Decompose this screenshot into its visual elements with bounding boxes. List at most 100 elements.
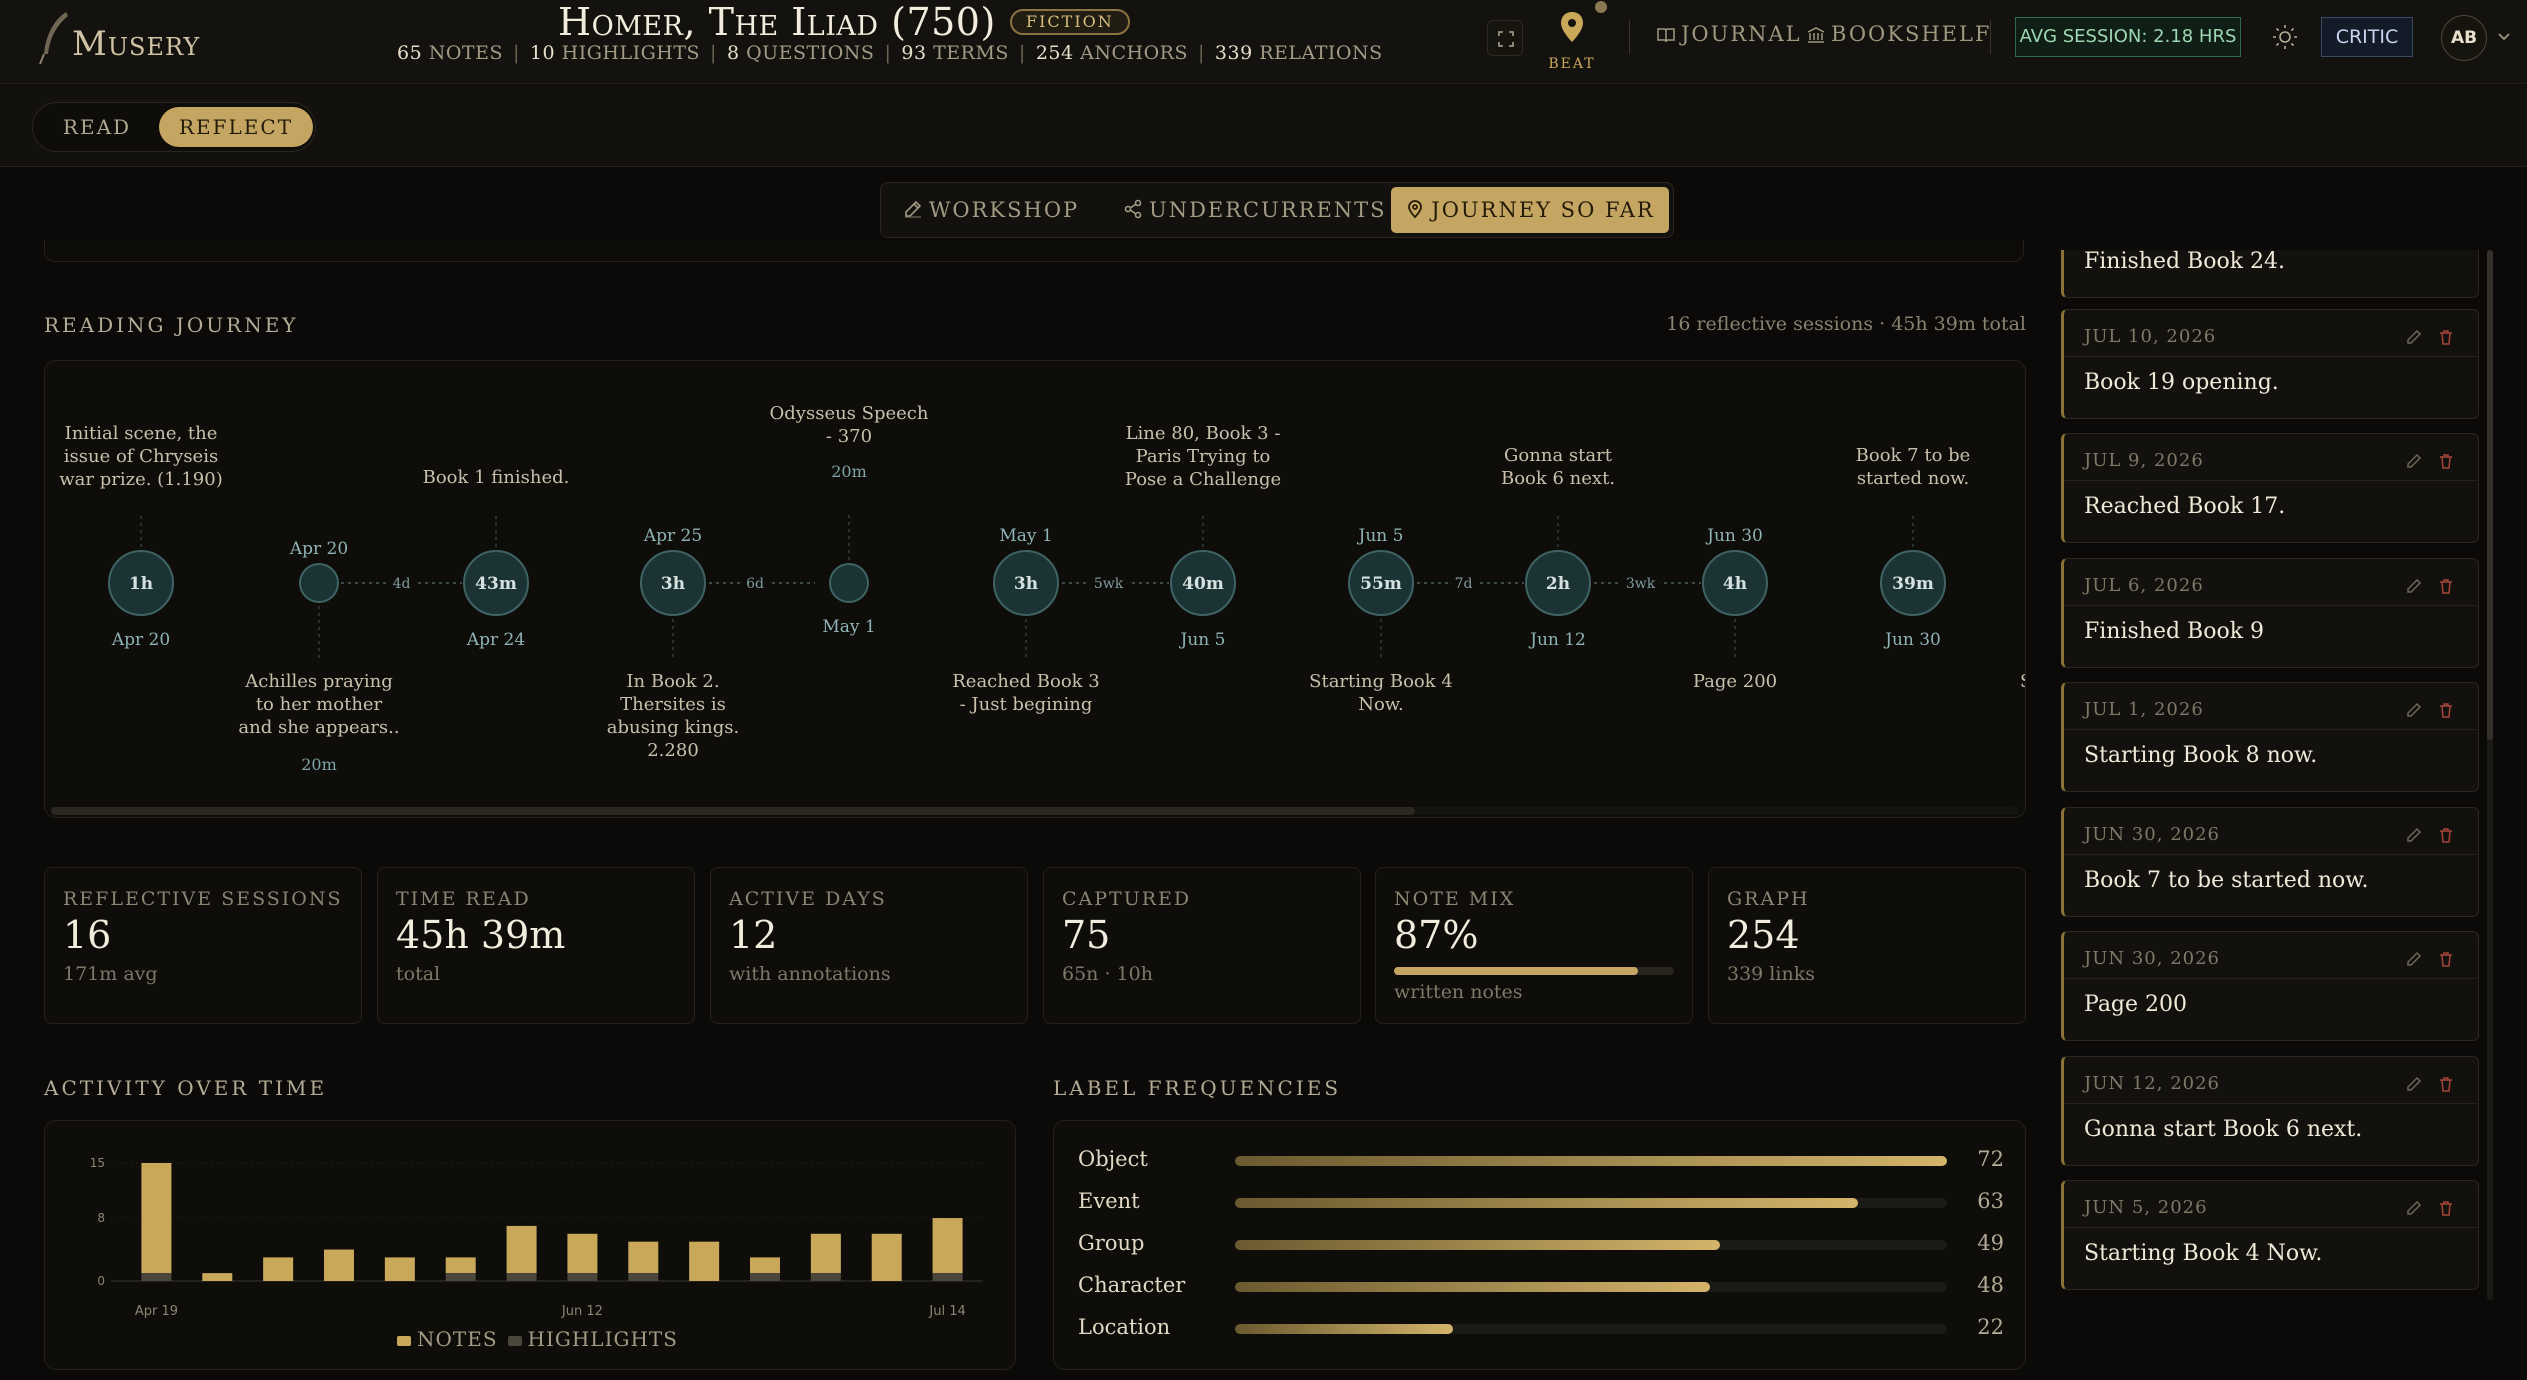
bar-highlights[interactable] (445, 1273, 476, 1281)
mode-read-button[interactable]: READ (62, 115, 132, 139)
session-circle[interactable] (299, 563, 339, 603)
bar-notes[interactable] (750, 1257, 780, 1274)
tab-undercurrents[interactable]: UNDERCURRENTS (1123, 187, 1385, 233)
trash-icon[interactable] (2437, 577, 2455, 599)
trash-icon[interactable] (2437, 328, 2455, 350)
journal-entry[interactable]: JUL 10, 2026 Book 19 opening. (2061, 308, 2479, 419)
theme-toggle-button[interactable] (2270, 22, 2300, 52)
avatar[interactable]: AB (2441, 15, 2487, 61)
edit-icon[interactable] (2405, 1075, 2423, 1097)
trash-icon[interactable] (2437, 1199, 2455, 1221)
journal-entry[interactable]: JUN 5, 2026 Starting Book 4 Now. (2061, 1180, 2479, 1290)
legend-swatch-notes (397, 1336, 411, 1346)
mode-reflect-button[interactable]: REFLECT (159, 107, 313, 147)
critic-button[interactable]: CRITIC (2321, 17, 2413, 57)
fullscreen-button[interactable] (1487, 20, 1523, 56)
bar-notes[interactable] (932, 1218, 963, 1274)
label-frequency-row[interactable]: Object 72 (1078, 1145, 2008, 1175)
bar-notes[interactable] (871, 1233, 902, 1281)
trash-icon[interactable] (2437, 826, 2455, 848)
panel-scrollbar[interactable] (2487, 250, 2493, 1300)
journal-link[interactable]: JOURNAL (1657, 22, 1802, 46)
session-node[interactable]: 40m Jun 5 Line 80, Book 3 -Paris Trying to… (1125, 423, 1281, 650)
stat-notes[interactable]: 65 NOTES (397, 42, 503, 64)
bar-notes[interactable] (202, 1273, 233, 1281)
session-circle[interactable] (993, 550, 1059, 616)
panel-scroll-thumb[interactable] (2487, 250, 2493, 740)
tab-journey-so-far[interactable]: JOURNEY SO FAR (1391, 187, 1669, 233)
bar-notes[interactable] (141, 1163, 172, 1274)
stat-questions[interactable]: 8 QUESTIONS (726, 42, 875, 64)
bar-highlights[interactable] (628, 1273, 659, 1281)
journal-entry[interactable]: JUL 9, 2026 Reached Book 17. (2061, 433, 2479, 543)
trash-icon[interactable] (2437, 950, 2455, 972)
journal-entry[interactable]: JUL 6, 2026 Finished Book 9 (2061, 557, 2479, 668)
edit-icon[interactable] (2405, 950, 2423, 972)
bar-notes[interactable] (384, 1257, 415, 1281)
edit-icon[interactable] (2405, 701, 2423, 723)
session-circle[interactable] (108, 550, 174, 616)
edit-icon[interactable] (2405, 1199, 2423, 1221)
session-circle[interactable] (1348, 550, 1414, 616)
bar-notes[interactable] (567, 1233, 598, 1274)
bar-notes[interactable] (506, 1225, 537, 1274)
journal-entry[interactable]: JUL 1, 2026 Starting Book 8 now. (2061, 682, 2479, 792)
bookshelf-link[interactable]: BOOKSHELF (1807, 22, 1992, 46)
timeline-scroll-thumb[interactable] (51, 807, 1415, 815)
edit-icon[interactable] (2405, 577, 2423, 599)
edit-icon[interactable] (2405, 826, 2423, 848)
label-frequency-row[interactable]: Character 48 (1078, 1271, 2008, 1301)
bar-notes[interactable] (810, 1233, 841, 1274)
session-circle[interactable] (1525, 550, 1591, 616)
session-node[interactable]: May 1 Odysseus Speech- 370 20m (770, 403, 929, 637)
session-node[interactable]: 4h Jun 30 Page 200 (1693, 526, 1777, 692)
journal-entry[interactable]: JUN 12, 2026 Gonna start Book 6 next. (2061, 1055, 2479, 1166)
tab-workshop[interactable]: WORKSHOP (893, 187, 1089, 233)
beat-button[interactable]: BEAT (1542, 6, 1602, 72)
stat-terms[interactable]: 93 TERMS (901, 42, 1009, 64)
journal-entry[interactable]: JUN 30, 2026 Page 200 (2061, 931, 2479, 1041)
stat-anchors[interactable]: 254 ANCHORS (1035, 42, 1188, 64)
label-frequency-row[interactable]: Location 22 (1078, 1313, 2008, 1343)
bar-highlights[interactable] (932, 1273, 963, 1281)
bar-highlights[interactable] (141, 1273, 172, 1281)
trash-icon[interactable] (2437, 452, 2455, 474)
bar-notes[interactable] (689, 1241, 720, 1281)
edit-icon[interactable] (2405, 328, 2423, 350)
journal-entry[interactable]: Finished Book 24. (2061, 250, 2479, 298)
bar-highlights[interactable] (810, 1273, 841, 1281)
trash-icon[interactable] (2437, 701, 2455, 723)
stat-relations[interactable]: 339 RELATIONS (1214, 42, 1383, 64)
label-frequency-row[interactable]: Group 49 (1078, 1229, 2008, 1259)
session-circle[interactable] (1170, 550, 1236, 616)
avg-session-badge: AVG SESSION: 2.18 HRS (2015, 17, 2241, 57)
journal-entry[interactable]: JUN 30, 2026 Book 7 to be started now. (2061, 806, 2479, 917)
session-circle[interactable] (1880, 550, 1946, 616)
bar-notes[interactable] (445, 1257, 476, 1274)
label-frequency-row[interactable]: Event 63 (1078, 1187, 2008, 1217)
session-node[interactable]: 3h May 1 Reached Book 3- Just begining (952, 526, 1100, 715)
session-circle[interactable] (1702, 550, 1768, 616)
edit-icon[interactable] (2405, 452, 2423, 474)
bar-highlights[interactable] (506, 1273, 537, 1281)
genre-badge[interactable]: FICTION (1010, 9, 1130, 35)
session-circle[interactable] (829, 563, 869, 603)
session-node[interactable]: 43m Apr 24 Book 1 finished. (423, 467, 570, 650)
chevron-down-icon[interactable] (2496, 28, 2512, 44)
bar-highlights[interactable] (750, 1273, 780, 1281)
bar-notes[interactable] (324, 1249, 354, 1281)
trash-icon[interactable] (2437, 1075, 2455, 1097)
app-logo[interactable]: Musery (32, 10, 202, 70)
session-circle[interactable] (640, 550, 706, 616)
bar-highlights[interactable] (567, 1273, 598, 1281)
bar-notes[interactable] (263, 1257, 294, 1281)
stat-highlights[interactable]: 10 HIGHLIGHTS (529, 42, 701, 64)
session-circle[interactable] (463, 550, 529, 616)
bar-notes[interactable] (628, 1241, 659, 1274)
